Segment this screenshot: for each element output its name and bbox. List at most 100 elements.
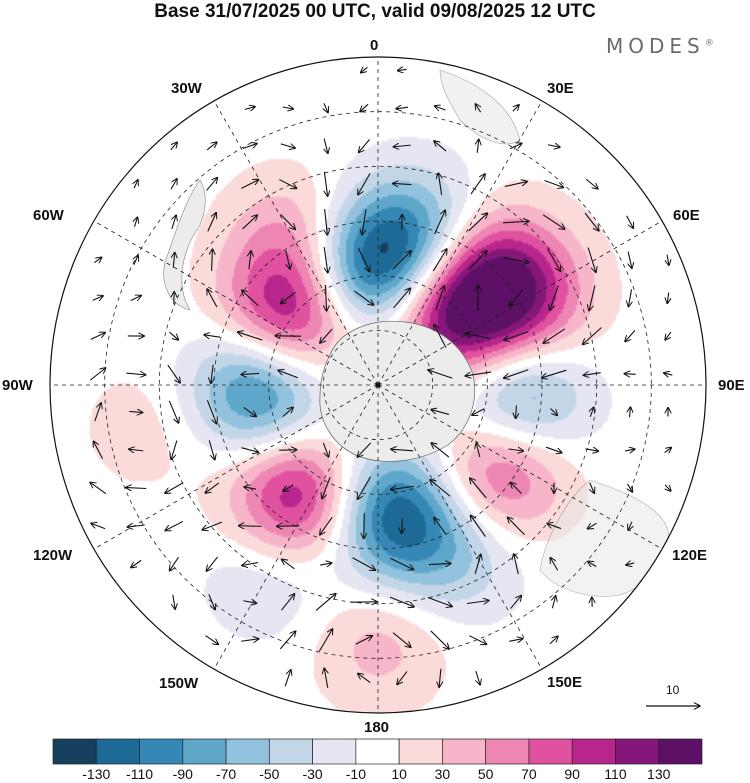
wind-vector [357,442,372,457]
wind-vector [169,331,178,340]
wind-vector [324,138,328,154]
wind-vector [550,558,559,571]
meridian-line [377,220,663,386]
map-title: Base 31/07/2025 00 UTC, valid 09/08/2025… [154,1,596,22]
wind-vector [468,251,487,270]
reference-vector-label: 10 [666,683,680,697]
meridian-line [213,384,379,670]
wind-vector [283,484,294,491]
wind-vector [282,559,295,570]
wind-vector [465,333,491,340]
colorbar-tick-label: 110 [604,766,627,782]
wind-vector [358,172,371,195]
wind-vector [664,373,673,375]
wind-vector [502,221,529,223]
wind-vector [357,476,372,499]
latitude-circle [268,275,488,495]
wind-vector [280,144,295,148]
south-pole-marker [375,382,381,388]
colorbar-swatch [355,738,400,765]
colorbar-tick-label: -70 [215,766,237,782]
wind-vector [242,215,258,230]
wind-vector [92,296,103,300]
wind-vector [315,594,336,611]
wind-vector [325,284,326,311]
map-boundary [49,56,707,714]
wind-vector [628,521,632,530]
wind-vector [628,483,633,492]
wind-vector [360,103,369,112]
wind-vector [242,562,259,565]
wind-vector [471,515,486,537]
wind-vector [127,525,145,527]
wind-vector [552,596,555,609]
colorbar-swatch [658,738,703,765]
wind-vector [91,523,106,530]
wind-vector [244,487,257,489]
colorbar-tick-label: -50 [259,766,280,782]
lon-label-0: 0 [370,37,379,54]
wind-vector [590,407,594,417]
wind-vector [504,369,529,378]
wind-vector [134,255,138,265]
wind-vector [665,485,671,491]
wind-vector [135,217,138,227]
wind-vector [630,407,631,418]
wind-vector [205,635,219,645]
wind-vector [392,251,411,270]
wind-vector [325,209,328,235]
wind-vector [165,482,184,493]
lon-label-90w: 90W [2,377,33,394]
wind-vector [206,142,217,151]
colorbar-swatch [571,738,616,765]
wind-vector [280,214,296,229]
wind-vector [665,331,672,340]
colorbar-tick-label: 130 [647,766,671,782]
wind-vector [624,374,636,375]
wind-vector [212,249,213,271]
colorbar-swatch [52,738,97,765]
wind-vector [324,103,328,112]
wind-vector [469,635,486,645]
wind-vector [93,441,104,460]
wind-vector [550,408,558,416]
wind-vector [583,327,602,345]
wind-vector [320,516,333,535]
wind-vector [509,289,524,306]
wind-vector [90,333,105,340]
wind-vector [587,522,597,529]
wind-vector [208,594,215,609]
wind-vector [667,254,669,266]
wind-vector [206,399,216,424]
wind-vector [358,139,370,153]
wind-vector [364,513,365,538]
wind-vector [474,554,481,574]
wind-vector [242,144,257,149]
colorbar-tick-label: 30 [434,766,451,782]
wind-vector [390,557,413,569]
colorbar-swatch [398,738,443,765]
wind-vector [126,373,145,375]
wind-vector [465,371,491,376]
antarctica-outline [319,320,476,462]
wind-vector [626,563,635,565]
wind-vector [241,373,260,374]
wind-vector [667,292,668,304]
wind-vector [324,668,328,688]
wind-vector [514,554,519,575]
wind-vector [324,171,327,196]
wind-vector [90,482,107,495]
wind-vector [510,482,522,495]
wind-vector [126,487,147,488]
wind-vector [588,561,597,566]
wind-vector [544,179,564,187]
colorbar-tick-label: 50 [477,766,494,782]
wind-vector [170,179,177,190]
colorbar-swatch [139,738,184,765]
wind-vector [94,403,101,422]
wind-vector [470,478,487,499]
colorbar-tick-label: -110 [126,766,154,782]
wind-vector [508,449,524,451]
wind-vector [401,518,402,534]
